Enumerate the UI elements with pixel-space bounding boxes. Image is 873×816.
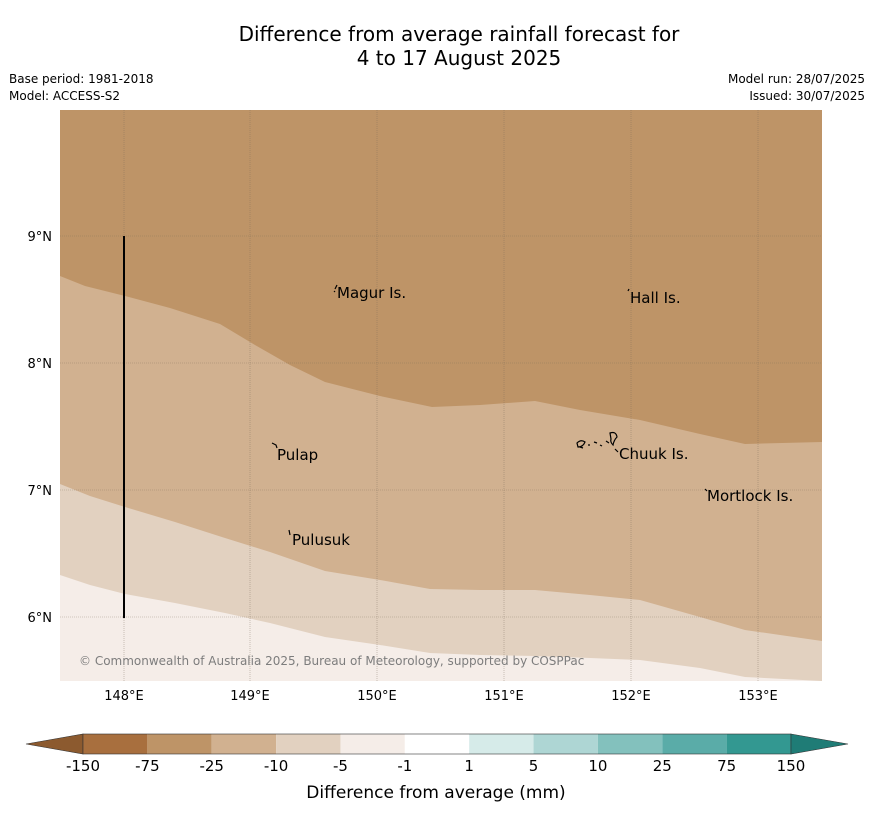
- model-name: Model: ACCESS-S2: [9, 89, 121, 103]
- colorbar-extend-low: [25, 733, 84, 755]
- title-line-1: Difference from average rainfall forecas…: [238, 22, 680, 46]
- colorbar-segment: [211, 734, 277, 754]
- base-period: Base period: 1981-2018: [9, 72, 154, 86]
- colorbar-tick-labels: -150 -75 -25 -10 -5 -1 1 5 10 25 75 150: [66, 757, 805, 775]
- island-mortlock: [704, 488, 708, 492]
- lon-tick: 148°E: [104, 689, 144, 704]
- graticule: [60, 110, 822, 681]
- place-label-mortlock: Mortlock Is.: [707, 487, 793, 505]
- island-markers: [271, 284, 708, 536]
- meta-left: Base period: 1981-2018 Model: ACCESS-S2: [9, 71, 154, 105]
- map-title: Difference from average rainfall forecas…: [0, 22, 873, 70]
- colorbar-tick: 25: [653, 757, 672, 775]
- colorbar-tick: 75: [717, 757, 736, 775]
- lon-tick: 153°E: [738, 689, 778, 704]
- colorbar-label: Difference from average (mm): [306, 783, 565, 803]
- colorbar-segment: [147, 734, 212, 754]
- colorbar-tick: 150: [777, 757, 806, 775]
- island-pulusuk: [288, 529, 291, 536]
- colorbar-tick: -75: [135, 757, 160, 775]
- colorbar-tick: 10: [588, 757, 607, 775]
- colorbar-tick: 1: [464, 757, 474, 775]
- colorbar-segment: [726, 734, 791, 754]
- colorbar-tick: 5: [529, 757, 539, 775]
- lon-tick: 150°E: [357, 689, 397, 704]
- colorbar-segment: [404, 734, 470, 754]
- island-chuuk-lagoon: [576, 431, 619, 453]
- colorbar-segment: [469, 734, 534, 754]
- colorbar: -150 -75 -25 -10 -5 -1 1 5 10 25 75 150 Difference …: [25, 733, 849, 803]
- lat-tick: 8°N: [28, 357, 53, 372]
- colorbar-segment: [662, 734, 727, 754]
- colorbar-tick: -150: [66, 757, 100, 775]
- island-hall: [627, 288, 630, 292]
- colorbar-tick: -1: [397, 757, 412, 775]
- lat-tick: 6°N: [28, 611, 53, 626]
- colorbar-tick: -25: [199, 757, 224, 775]
- lat-axis: 9°N 8°N 7°N 6°N: [28, 230, 53, 626]
- island-pulap: [271, 442, 278, 449]
- lon-axis: 148°E 149°E 150°E 151°E 152°E 153°E: [104, 689, 778, 704]
- map-panel: Magur Is. Hall Is. Pulap Chuuk Is. Mortl…: [60, 110, 822, 681]
- lon-tick: 151°E: [484, 689, 524, 704]
- place-label-magur: Magur Is.: [337, 284, 406, 302]
- issued-date: Issued: 30/07/2025: [749, 89, 865, 103]
- place-label-pulusuk: Pulusuk: [292, 531, 350, 549]
- zone-deficit-5-1: [60, 575, 822, 681]
- colorbar-segment: [597, 734, 663, 754]
- colorbar-segments: [82, 733, 792, 755]
- lat-tick: 7°N: [28, 484, 53, 499]
- colorbar-tick: -10: [264, 757, 289, 775]
- meta-right: Model run: 28/07/2025 Issued: 30/07/2025: [728, 71, 865, 105]
- colorbar-tick: -5: [333, 757, 348, 775]
- place-label-chuuk: Chuuk Is.: [619, 445, 688, 463]
- place-label-pulap: Pulap: [277, 446, 318, 464]
- copyright-credit: © Commonwealth of Australia 2025, Bureau…: [79, 654, 584, 668]
- model-run: Model run: 28/07/2025: [727, 72, 865, 86]
- colorbar-segment: [340, 734, 405, 754]
- colorbar-segment: [276, 734, 341, 754]
- lon-tick: 152°E: [611, 689, 651, 704]
- lat-tick: 9°N: [28, 230, 53, 245]
- colorbar-segment: [83, 734, 148, 754]
- colorbar-extend-high: [790, 733, 849, 755]
- lon-tick: 149°E: [230, 689, 270, 704]
- title-line-2: 4 to 17 August 2025: [356, 46, 562, 70]
- island-magur: [333, 284, 338, 293]
- colorbar-segment: [533, 734, 598, 754]
- place-label-hall: Hall Is.: [630, 289, 681, 307]
